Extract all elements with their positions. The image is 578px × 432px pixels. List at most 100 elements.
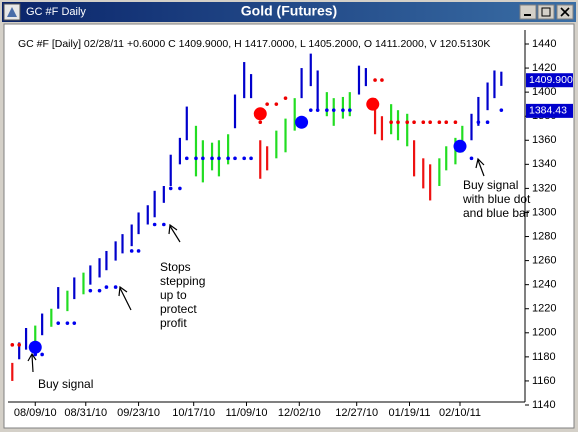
price-tag [526, 73, 573, 88]
window-title: Gold (Futures) [241, 3, 337, 19]
stop-dot [405, 120, 410, 125]
tab-label[interactable]: GC #F Daily [26, 6, 86, 18]
window-buttons [519, 4, 574, 20]
annotation: with blue dot [462, 192, 531, 206]
y-tick-label: 1140 [532, 399, 556, 411]
stop-dot [453, 120, 458, 125]
price-tag [526, 103, 573, 118]
stop-dot [469, 156, 474, 161]
stop-dot [40, 352, 44, 357]
stop-dot [308, 108, 313, 112]
x-tick-label: 02/10/11 [439, 407, 481, 419]
x-tick-label: 12/27/10 [335, 407, 378, 419]
price-tag-label: 1409.900 [529, 74, 573, 86]
stop-dot [194, 156, 198, 161]
x-tick-label: 01/19/11 [388, 407, 430, 419]
y-tick-label: 1180 [532, 351, 556, 363]
arrow [168, 223, 181, 243]
stop-dot [258, 120, 263, 125]
y-tick-label: 1280 [532, 230, 556, 242]
stop-dot [210, 156, 214, 161]
y-tick-label: 1260 [532, 255, 556, 267]
x-tick-label: 08/31/10 [64, 407, 107, 419]
signal-dot [295, 115, 309, 129]
annotation: Stops [160, 260, 191, 274]
annotation: and blue bar [463, 206, 530, 220]
chart-area [3, 23, 575, 429]
stop-dot [184, 156, 189, 161]
stop-dot [331, 108, 336, 112]
stop-dot [226, 156, 230, 161]
signal-dot [28, 340, 42, 354]
annotation: profit [160, 316, 187, 330]
annotation: Buy signal [38, 377, 93, 391]
title-bar [2, 2, 576, 22]
stop-dot [65, 321, 70, 325]
stop-dot [242, 156, 246, 161]
annotation: Buy signal [463, 178, 518, 192]
stop-dot [274, 102, 279, 106]
stop-dot [129, 249, 134, 253]
stop-dot [485, 120, 490, 125]
y-tick-label: 1440 [532, 38, 556, 50]
stop-dot [380, 78, 384, 82]
icon-glyph [7, 7, 17, 17]
stop-dot [217, 156, 221, 161]
x-tick-label: 11/09/10 [225, 407, 267, 419]
stop-dot [136, 249, 141, 253]
stop-dot [97, 288, 102, 293]
x-tick-label: 09/23/10 [117, 407, 160, 419]
minimize-button[interactable] [519, 4, 537, 20]
stop-dot [315, 108, 320, 112]
stop-dot [201, 156, 205, 161]
stop-dot [412, 120, 416, 125]
arrow [27, 352, 37, 373]
stop-dot [283, 96, 288, 100]
stop-dot [389, 120, 393, 125]
stop-dot [476, 120, 481, 125]
stop-dot [10, 343, 15, 347]
y-tick-label: 1200 [532, 327, 556, 339]
maximize-button[interactable] [537, 4, 555, 20]
y-tick-label: 1340 [532, 158, 556, 170]
stop-dot [373, 78, 377, 82]
stop-dot [56, 321, 61, 325]
stop-dot [168, 186, 173, 191]
stop-dot [178, 186, 182, 191]
x-tick-label: 08/09/10 [14, 407, 57, 419]
stop-dot [499, 108, 504, 112]
stop-dot [341, 108, 345, 112]
annotation: stepping [160, 274, 205, 288]
y-tick-label: 1220 [532, 303, 556, 315]
y-tick-label: 1400 [532, 86, 556, 98]
price-tag-label: 1384.43 [529, 105, 567, 117]
stop-dot [72, 321, 77, 325]
y-tick-label: 1240 [532, 279, 556, 291]
signal-dot [453, 139, 467, 153]
stop-dot [104, 285, 109, 289]
signal-dot [366, 97, 380, 111]
x-tick-label: 10/17/10 [172, 407, 215, 419]
arrow [475, 157, 485, 177]
stop-dot [162, 222, 166, 227]
stop-dot [444, 120, 449, 125]
stop-dot [396, 120, 400, 125]
annotation: up to [160, 288, 187, 302]
header-info: GC #F [Daily] 02/28/11 +0.6000 C 1409.90… [18, 38, 490, 50]
annotation-arrows [27, 157, 485, 373]
y-tick-label: 1320 [532, 182, 556, 194]
arrow [118, 285, 132, 311]
x-tick-label: 12/02/10 [278, 407, 321, 419]
stop-dot [265, 102, 269, 106]
stop-dot [113, 285, 118, 289]
stop-dot [325, 108, 329, 112]
annotation: protect [160, 302, 197, 316]
stop-dot [348, 108, 352, 112]
glyph [560, 7, 570, 17]
stop-dot [17, 343, 21, 347]
y-tick-label: 1420 [532, 62, 556, 74]
stop-dot [88, 288, 93, 293]
stop-dot [249, 156, 253, 161]
